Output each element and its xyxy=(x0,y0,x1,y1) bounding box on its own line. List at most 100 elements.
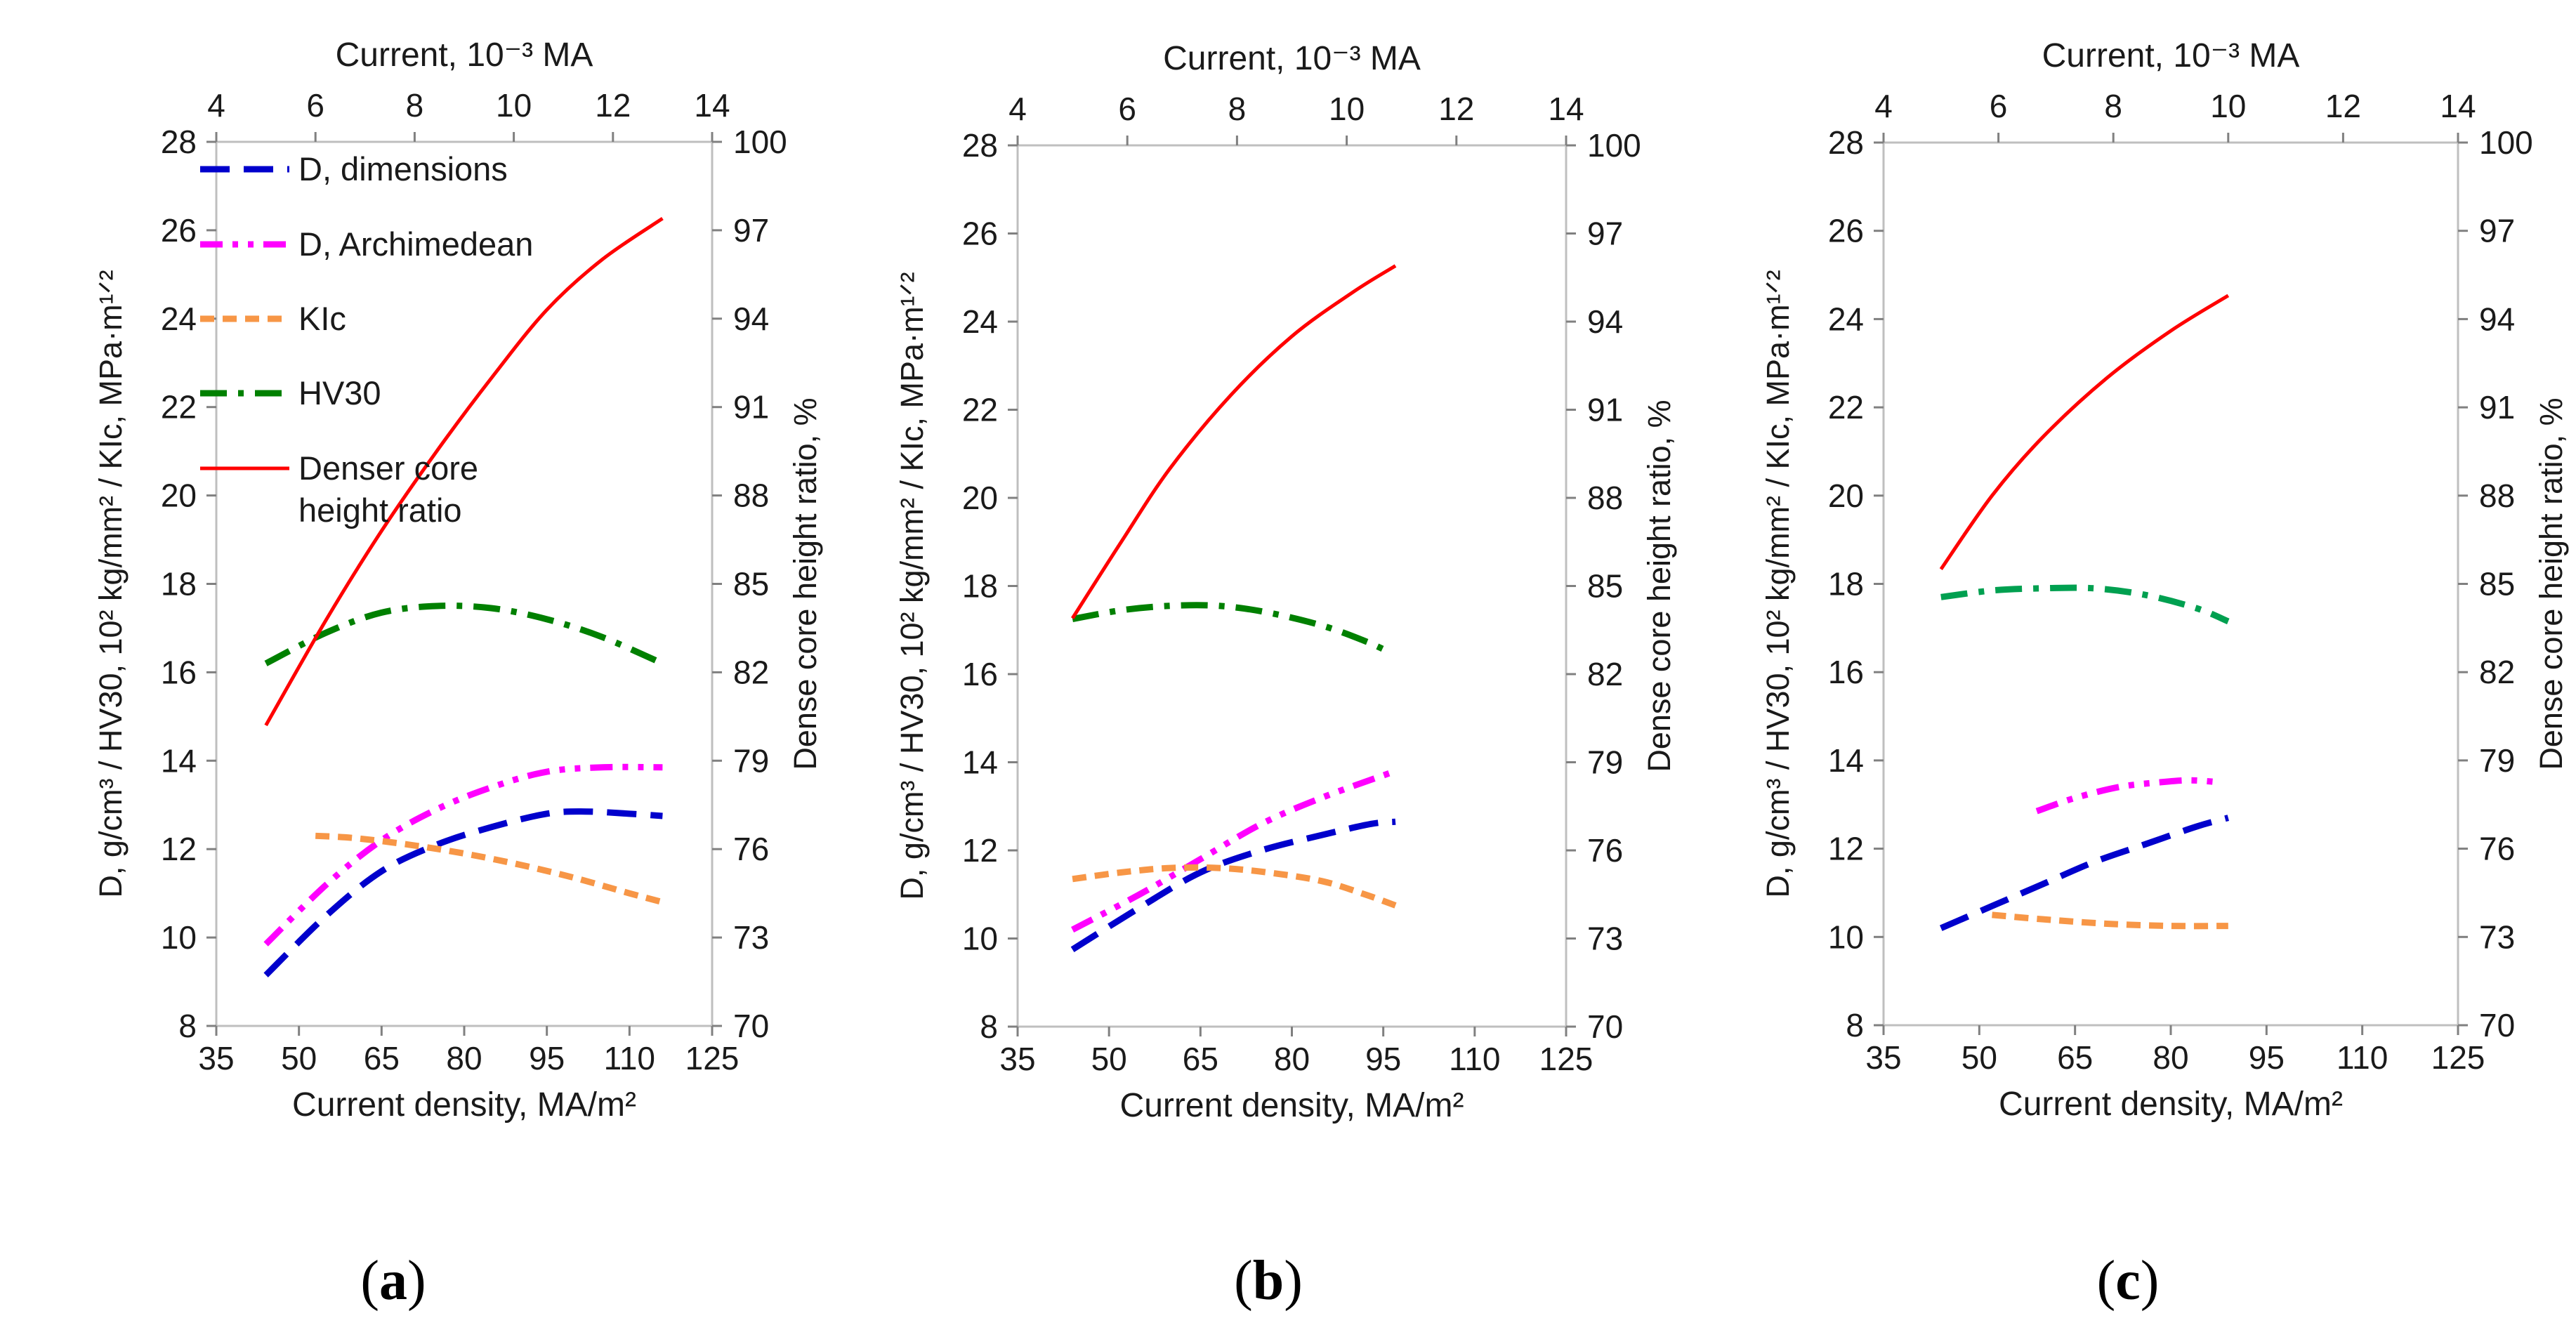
series-line-kic xyxy=(1072,864,1397,909)
series-line-d-archimedean xyxy=(2035,777,2223,815)
y2-tick-label: 91 xyxy=(1587,392,1623,428)
panel-caption: (c) xyxy=(2097,1250,2160,1312)
series-line-kic xyxy=(315,832,664,906)
y-tick-label: 24 xyxy=(962,303,998,340)
series-line-kic xyxy=(1992,911,2228,930)
y-tick-label: 16 xyxy=(1828,654,1864,690)
y-tick-label: 14 xyxy=(1828,742,1864,779)
x-axis-title: Current density, MA/m² xyxy=(1999,1086,2343,1123)
x2-tick-label: 10 xyxy=(1329,91,1365,127)
y-tick-label: 26 xyxy=(962,216,998,252)
x-tick-label: 80 xyxy=(1274,1041,1310,1077)
x-tick-label: 110 xyxy=(604,1040,655,1076)
y-tick-label: 12 xyxy=(962,832,998,869)
plot-area xyxy=(1070,264,1397,953)
panel-caption: (a) xyxy=(360,1250,426,1312)
chart-panel-a: 35 50 65 80 95 110 125 4 6 8 10 12 14 8 10 12 14 16 18 20 22… xyxy=(93,37,823,1312)
x-tick-label: 35 xyxy=(198,1040,234,1076)
y2-tick-label: 76 xyxy=(733,831,769,867)
y2-axis-title: Dense core height ratio, % xyxy=(787,397,823,770)
x-tick-label: 95 xyxy=(1365,1041,1401,1077)
y-tick-label: 10 xyxy=(1828,918,1864,955)
y2-tick-label: 88 xyxy=(733,477,769,514)
y-tick-label: 24 xyxy=(161,301,197,337)
y-tick-label: 20 xyxy=(962,480,998,516)
x-tick-label: 65 xyxy=(2057,1039,2093,1076)
y2-tick-label: 82 xyxy=(733,654,769,690)
legend-label: KIc xyxy=(298,300,346,337)
y2-tick-label: 94 xyxy=(1587,303,1623,340)
x2-tick-label: 4 xyxy=(1008,91,1027,127)
x2-axis-title: Current, 10⁻³ MA xyxy=(336,37,593,74)
y2-tick-label: 91 xyxy=(2479,389,2515,426)
y2-axis-title: Dense core height ratio, % xyxy=(2533,397,2569,770)
x-tick-label: 80 xyxy=(446,1040,482,1076)
y-axis-title: D, g/cm³ / HV30, 10² kg/mm² / KIc, MPa·m… xyxy=(1760,270,1796,897)
y2-tick-label: 94 xyxy=(2479,301,2515,337)
x2-tick-label: 12 xyxy=(1438,91,1474,127)
y2-tick-label: 76 xyxy=(2479,831,2515,867)
chart-panel-b: 35 50 65 80 95 110 125 4 6 8 10 12 14 8 10 12 14 16 18 20 22… xyxy=(894,40,1677,1312)
y2-tick-label: 97 xyxy=(733,212,769,249)
x-tick-label: 125 xyxy=(2431,1039,2485,1076)
x2-tick-label: 6 xyxy=(1990,88,2008,124)
x-tick-label: 35 xyxy=(999,1041,1035,1077)
series-line-d-dimensions xyxy=(263,808,663,977)
y-tick-label: 26 xyxy=(1828,213,1864,249)
x-tick-label: 65 xyxy=(364,1040,400,1076)
x-tick-label: 125 xyxy=(1539,1041,1593,1077)
x-axis-title: Current density, MA/m² xyxy=(292,1086,636,1124)
x2-tick-label: 14 xyxy=(2440,88,2476,124)
series-line-denser-core-height-ratio xyxy=(1939,294,2230,570)
y2-axis-title: Dense core height ratio, % xyxy=(1641,400,1677,772)
y-tick-label: 20 xyxy=(161,477,197,514)
x-tick-label: 95 xyxy=(529,1040,565,1076)
y2-tick-label: 97 xyxy=(2479,213,2515,249)
x-axis-title: Current density, MA/m² xyxy=(1120,1087,1464,1124)
x-tick-label: 50 xyxy=(281,1040,317,1076)
x2-tick-label: 14 xyxy=(1548,91,1584,127)
x2-tick-label: 12 xyxy=(2325,88,2361,124)
series-line-denser-core-height-ratio xyxy=(264,217,664,727)
x-tick-label: 110 xyxy=(2337,1039,2388,1076)
legend-label: HV30 xyxy=(298,374,381,411)
y2-tick-label: 76 xyxy=(1587,832,1623,869)
x-tick-label: 65 xyxy=(1183,1041,1218,1077)
y-tick-label: 14 xyxy=(962,744,998,781)
series-line-d-dimensions xyxy=(1070,818,1396,953)
x2-tick-label: 6 xyxy=(306,87,324,124)
y-tick-label: 14 xyxy=(161,742,197,779)
y2-tick-label: 79 xyxy=(733,742,769,779)
y-tick-label: 10 xyxy=(161,919,197,956)
y-tick-label: 16 xyxy=(161,654,197,690)
plot-area xyxy=(1939,294,2230,931)
y-tick-label: 22 xyxy=(161,389,197,426)
y-axis-title: D, g/cm³ / HV30, 10² kg/mm² / KIc, MPa·m… xyxy=(894,272,930,900)
y-tick-label: 22 xyxy=(1828,389,1864,426)
x-tick-label: 35 xyxy=(1865,1039,1901,1076)
series-line-d-dimensions xyxy=(1940,815,2230,931)
y2-tick-label: 91 xyxy=(733,389,769,426)
y-tick-label: 10 xyxy=(962,921,998,957)
y2-tick-label: 73 xyxy=(2479,918,2515,955)
series-line-hv30 xyxy=(264,602,664,666)
y2-tick-label: 85 xyxy=(733,566,769,602)
panel-caption: (b) xyxy=(1234,1250,1303,1312)
series-line-denser-core-height-ratio xyxy=(1070,264,1397,619)
y2-tick-label: 82 xyxy=(2479,654,2515,690)
series-line-hv30 xyxy=(1940,584,2230,625)
x2-tick-label: 14 xyxy=(694,87,730,124)
y-tick-label: 8 xyxy=(980,1008,998,1045)
x-tick-label: 125 xyxy=(685,1040,740,1076)
y-tick-label: 28 xyxy=(1828,124,1864,161)
series-line-d-archimedean xyxy=(1071,768,1397,933)
y2-tick-label: 73 xyxy=(1587,921,1623,957)
y2-tick-label: 88 xyxy=(2479,477,2515,514)
legend-label: Denser core height ratio xyxy=(298,449,478,529)
legend: D, dimensions D, Archimedean KIc HV30 Denser… xyxy=(200,150,533,529)
y-tick-label: 24 xyxy=(1828,301,1864,337)
x-tick-label: 95 xyxy=(2249,1039,2285,1076)
x2-tick-label: 8 xyxy=(2104,88,2122,124)
x2-tick-label: 4 xyxy=(1874,88,1893,124)
